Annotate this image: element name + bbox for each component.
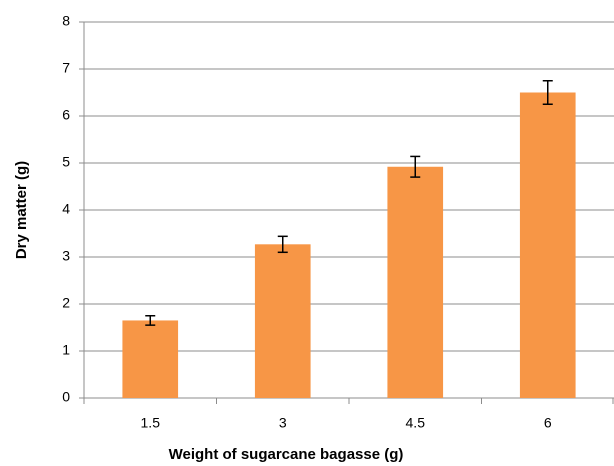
y-tick-label: 4 bbox=[62, 201, 70, 217]
x-tick-label: 1.5 bbox=[141, 415, 161, 431]
x-axis-title: Weight of sugarcane bagasse (g) bbox=[169, 446, 404, 463]
x-tick-label: 4.5 bbox=[406, 415, 426, 431]
y-tick-label: 1 bbox=[62, 342, 70, 358]
y-tick-label: 8 bbox=[62, 13, 70, 29]
y-tick-label: 5 bbox=[62, 154, 70, 170]
y-tick-label: 0 bbox=[62, 389, 70, 405]
error-bar bbox=[145, 315, 156, 326]
y-axis-title: Dry matter (g) bbox=[13, 161, 30, 259]
x-tick-label: 6 bbox=[544, 415, 552, 431]
bar bbox=[387, 166, 444, 398]
y-tick-label: 3 bbox=[62, 248, 70, 264]
y-tick-label: 6 bbox=[62, 107, 70, 123]
y-tick-label: 2 bbox=[62, 295, 70, 311]
error-bar bbox=[277, 235, 288, 254]
bar bbox=[122, 320, 179, 398]
error-bar bbox=[542, 80, 553, 105]
error-bar bbox=[410, 155, 421, 178]
bar bbox=[519, 92, 576, 398]
x-tick-label: 3 bbox=[279, 415, 287, 431]
y-tick-label: 7 bbox=[62, 60, 70, 76]
bar bbox=[254, 244, 311, 398]
